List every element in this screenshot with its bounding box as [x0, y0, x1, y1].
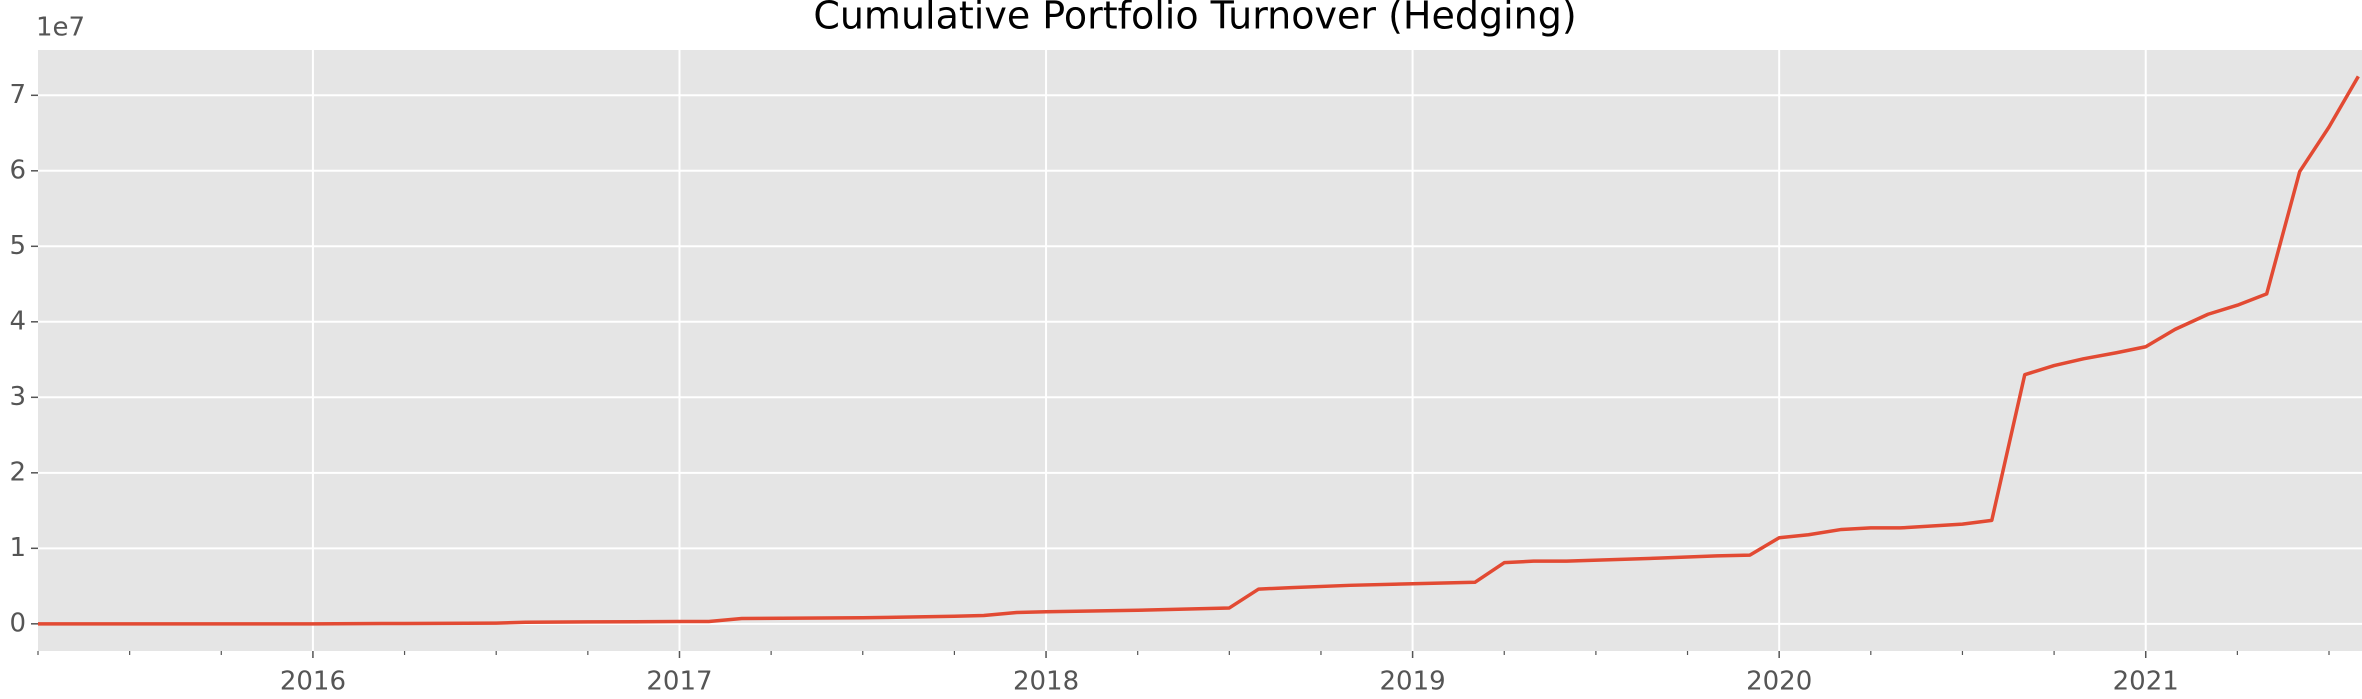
plot-background — [38, 50, 2362, 651]
x-tick-label: 2017 — [646, 667, 712, 697]
x-tick-label: 2020 — [1746, 667, 1812, 697]
y-tick-label: 6 — [9, 155, 26, 185]
series-line — [38, 75, 2360, 626]
chart-title: Cumulative Portfolio Turnover (Hedging) — [813, 0, 1576, 38]
y-offset-label: 1e7 — [36, 13, 85, 43]
y-tick-label: 1 — [9, 533, 26, 563]
y-tick-label: 5 — [9, 231, 26, 261]
y-tick-label: 2 — [9, 457, 26, 487]
y-tick-label: 0 — [9, 608, 26, 638]
y-tick-label: 4 — [9, 306, 26, 336]
x-tick-label: 2018 — [1013, 667, 1079, 697]
x-tick-label: 2016 — [280, 667, 346, 697]
x-tick-label: 2021 — [2113, 667, 2179, 697]
y-tick-label: 7 — [9, 80, 26, 110]
x-tick-label: 2019 — [1380, 667, 1446, 697]
y-tick-label: 3 — [9, 382, 26, 412]
